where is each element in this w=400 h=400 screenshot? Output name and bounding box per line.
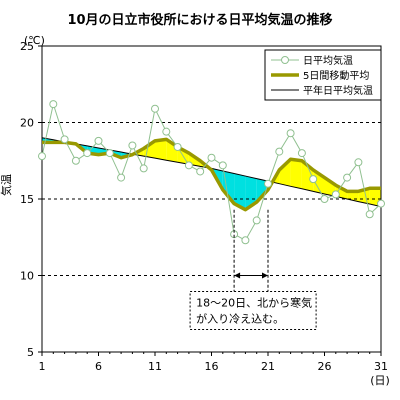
fill-area bbox=[279, 159, 291, 187]
y-axis-label: 気温 bbox=[0, 174, 13, 196]
x-unit-label: (日) bbox=[370, 374, 390, 387]
data-point bbox=[218, 161, 227, 170]
x-tick-label: 6 bbox=[95, 360, 102, 373]
data-point bbox=[207, 153, 216, 162]
annotation-arrowhead bbox=[262, 272, 268, 279]
data-point bbox=[184, 161, 193, 170]
fill-area bbox=[155, 139, 167, 161]
data-point bbox=[309, 175, 318, 184]
x-tick-label: 11 bbox=[148, 360, 162, 373]
data-point bbox=[252, 216, 261, 225]
x-tick-label: 26 bbox=[318, 360, 332, 373]
data-point bbox=[365, 210, 374, 219]
data-point bbox=[320, 195, 329, 203]
y-tick-label: 25 bbox=[20, 40, 34, 53]
x-tick-label: 1 bbox=[39, 360, 46, 373]
annotation-box bbox=[189, 291, 317, 330]
data-point bbox=[173, 142, 182, 151]
data-point bbox=[343, 173, 352, 182]
data-point bbox=[286, 129, 295, 138]
legend-label: 5日間移動平均 bbox=[303, 69, 369, 82]
x-tick-label: 31 bbox=[374, 360, 388, 373]
chart-title: 10月の日立市役所における日平均気温の推移 bbox=[67, 12, 332, 28]
data-point bbox=[377, 199, 385, 208]
data-point bbox=[331, 190, 340, 199]
legend-label: 平年日平均気温 bbox=[303, 84, 373, 97]
fill-area bbox=[245, 176, 257, 210]
x-tick-label: 21 bbox=[261, 360, 275, 373]
y-tick-label: 5 bbox=[27, 346, 34, 359]
annotation-text: が入り冷え込む。 bbox=[196, 312, 284, 326]
data-point bbox=[49, 100, 58, 109]
annotation-arrowhead bbox=[234, 272, 241, 279]
fill-area bbox=[234, 173, 246, 210]
data-point bbox=[139, 164, 148, 173]
data-point bbox=[105, 149, 114, 158]
data-point bbox=[94, 136, 103, 145]
fill-area bbox=[222, 171, 235, 204]
data-point bbox=[196, 167, 205, 176]
data-point bbox=[297, 149, 306, 158]
y-unit-label: (℃) bbox=[24, 34, 45, 47]
data-point bbox=[151, 104, 159, 113]
legend-label: 日平均気温 bbox=[303, 54, 353, 67]
data-point bbox=[354, 158, 363, 167]
series-line-moving-average bbox=[42, 137, 381, 212]
data-point bbox=[117, 173, 126, 182]
data-point bbox=[38, 152, 46, 161]
data-point bbox=[60, 135, 69, 144]
y-tick-label: 20 bbox=[20, 117, 34, 130]
x-tick-label: 16 bbox=[205, 360, 219, 373]
data-point bbox=[83, 149, 92, 158]
fill-area bbox=[290, 159, 302, 189]
annotation-text: 18〜20日、北から寒気 bbox=[196, 296, 312, 310]
data-point bbox=[275, 147, 284, 156]
data-point bbox=[71, 156, 80, 165]
data-point bbox=[162, 127, 171, 136]
data-point bbox=[128, 141, 137, 150]
legend-swatch bbox=[281, 56, 289, 64]
data-point bbox=[241, 236, 250, 245]
y-tick-label: 15 bbox=[20, 193, 34, 206]
y-tick-label: 10 bbox=[20, 270, 34, 283]
data-point bbox=[264, 179, 272, 188]
